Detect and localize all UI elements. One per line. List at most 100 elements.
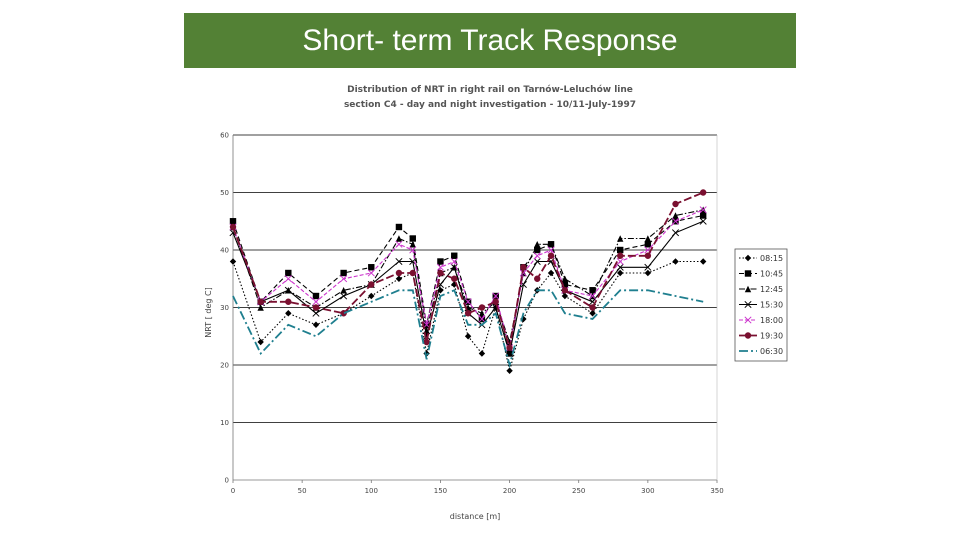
data-point (644, 241, 652, 248)
data-point (699, 217, 707, 225)
data-point (534, 275, 541, 282)
data-point (285, 310, 292, 317)
data-point (547, 252, 555, 259)
data-point (644, 235, 652, 242)
data-point (284, 275, 292, 283)
chart-series (229, 189, 707, 374)
data-point (699, 189, 707, 196)
x-tick-label: 50 (298, 487, 307, 495)
data-point (229, 223, 237, 231)
data-point (534, 246, 541, 254)
legend-label: 19:30 (760, 332, 783, 341)
y-axis-label: NRT [ deg C] (204, 287, 213, 337)
data-point (451, 252, 458, 259)
data-point (744, 270, 752, 277)
data-point (744, 332, 752, 339)
legend-entry: 12:45 (739, 285, 783, 294)
data-point (478, 310, 486, 317)
chart-title: Distribution of NRT in right rail on Tar… (344, 84, 636, 110)
data-point (589, 310, 596, 317)
data-point (547, 269, 555, 277)
data-point (409, 235, 416, 242)
data-point (312, 309, 320, 317)
data-point (395, 269, 403, 277)
data-point (699, 206, 707, 214)
legend-entry: 18:00 (739, 316, 783, 325)
data-point (409, 241, 416, 248)
data-point (464, 310, 472, 317)
data-point (672, 200, 679, 208)
legend-label: 12:45 (760, 285, 783, 294)
series-line (232, 191, 704, 349)
data-point (395, 275, 403, 282)
x-tick-label: 350 (710, 487, 723, 495)
series-line (232, 209, 704, 348)
data-point (533, 257, 541, 266)
data-point (395, 235, 403, 242)
y-tick-label: 50 (220, 189, 229, 197)
data-point (340, 292, 348, 300)
chart-title-line: Distribution of NRT in right rail on Tar… (347, 84, 633, 95)
data-point (744, 316, 752, 324)
data-point (492, 292, 500, 300)
data-point (312, 292, 320, 300)
data-point (478, 304, 486, 311)
x-tick-label: 200 (503, 487, 516, 495)
data-point (451, 275, 458, 282)
series-1930 (229, 189, 707, 351)
data-point (395, 240, 403, 248)
data-point (644, 263, 652, 271)
series-line (232, 260, 704, 371)
data-point (617, 246, 624, 254)
x-tick-label: 100 (365, 487, 378, 495)
data-point (699, 212, 707, 219)
data-point (533, 252, 541, 260)
data-point (671, 217, 680, 225)
data-point (547, 246, 555, 254)
y-tick-label: 10 (220, 419, 229, 427)
series-line (232, 214, 704, 354)
data-point (340, 269, 347, 277)
data-point (589, 304, 596, 311)
series-0630 (232, 289, 704, 369)
data-point (478, 315, 486, 323)
chart-legend: 08:15 10:45 12:45 15:30 18:00 19:30 06:30 (734, 248, 788, 362)
data-point (367, 269, 375, 277)
chart-grid (233, 134, 717, 423)
data-point (561, 292, 569, 300)
data-point (616, 263, 624, 271)
data-point (257, 338, 264, 346)
data-point (492, 298, 499, 305)
legend-label: 06:30 (760, 347, 783, 356)
data-point (617, 252, 624, 259)
data-point (644, 252, 652, 259)
series-1800 (229, 206, 707, 352)
data-point (450, 257, 458, 266)
y-tick-label: 60 (220, 132, 229, 140)
data-point (464, 298, 472, 306)
data-point (368, 281, 375, 288)
legend-label: 08:15 (760, 254, 783, 263)
legend-entry: 06:30 (739, 347, 783, 356)
legend-entry: 10:45 (739, 270, 783, 279)
data-point (229, 218, 237, 225)
data-point (672, 212, 679, 219)
y-tick-label: 40 (220, 247, 229, 255)
data-point (436, 263, 444, 271)
slide-title-text: Short- term Track Response (302, 23, 678, 57)
data-point (312, 304, 320, 311)
data-point (229, 258, 237, 265)
series-line (232, 220, 704, 354)
chart-axes: 0 10 20 30 40 50 60 0 50 100 150 200 250 300 350 distan… (204, 132, 724, 522)
x-tick-label: 300 (641, 487, 654, 495)
slide-title: Short- term Track Response (184, 13, 796, 68)
y-tick-label: 0 (225, 477, 229, 485)
data-point (617, 269, 624, 277)
data-point (312, 321, 320, 328)
x-tick-label: 0 (231, 487, 235, 495)
data-point (257, 304, 264, 311)
data-point (520, 264, 527, 271)
data-point (368, 264, 375, 271)
data-point (520, 315, 527, 323)
x-tick-label: 250 (572, 487, 585, 495)
